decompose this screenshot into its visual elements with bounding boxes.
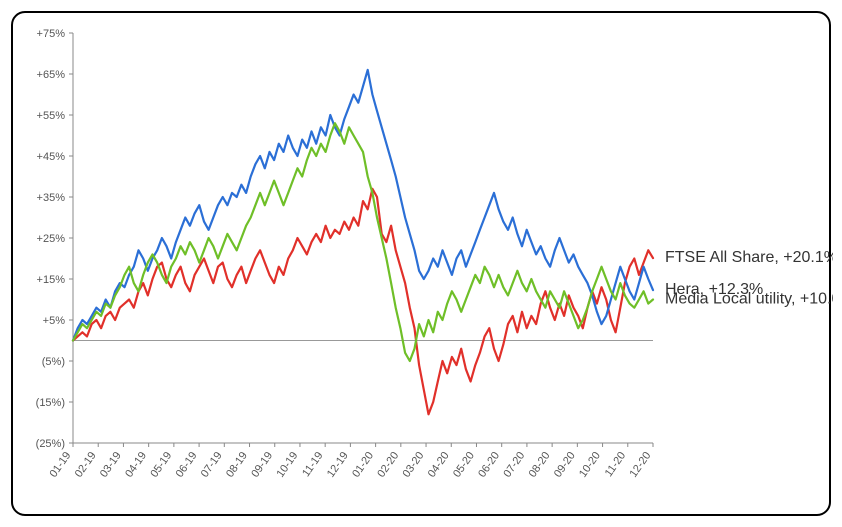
x-tick: 05-19 <box>148 443 174 480</box>
svg-text:01-19: 01-19 <box>47 450 73 480</box>
x-tick: 04-20 <box>426 443 452 480</box>
x-tick: 09-20 <box>552 443 578 480</box>
x-tick: 03-19 <box>98 443 124 480</box>
svg-text:(15%): (15%) <box>36 397 65 409</box>
svg-text:04-20: 04-20 <box>426 450 452 480</box>
y-tick: +5% <box>43 315 73 327</box>
x-tick: 08-19 <box>224 443 250 480</box>
x-tick: 07-19 <box>199 443 225 480</box>
svg-text:+25%: +25% <box>37 233 66 245</box>
svg-text:07-19: 07-19 <box>199 450 225 480</box>
svg-text:05-19: 05-19 <box>148 450 174 480</box>
svg-text:+75%: +75% <box>37 28 66 40</box>
x-tick: 01-20 <box>350 443 376 480</box>
x-tick: 07-20 <box>501 443 527 480</box>
legend-label: Media Local utility, +10.0% <box>665 291 833 308</box>
y-tick: (25%) <box>36 438 73 450</box>
svg-text:(25%): (25%) <box>36 438 65 450</box>
svg-text:03-19: 03-19 <box>98 450 124 480</box>
svg-text:09-19: 09-19 <box>249 450 275 480</box>
svg-text:08-19: 08-19 <box>224 450 250 480</box>
svg-text:+15%: +15% <box>37 274 66 286</box>
svg-text:04-19: 04-19 <box>123 450 149 480</box>
x-tick: 11-20 <box>603 443 629 479</box>
svg-text:03-20: 03-20 <box>401 450 427 480</box>
y-tick: +65% <box>37 69 73 81</box>
x-tick: 02-20 <box>375 443 401 480</box>
chart-frame: (25%) (15%) (5%) +5% +15% +25% +35% +45% +55% +65… <box>11 11 831 516</box>
y-tick: +55% <box>37 110 73 122</box>
y-tick: +75% <box>37 28 73 40</box>
svg-text:12-20: 12-20 <box>627 450 653 480</box>
svg-text:12-19: 12-19 <box>325 450 351 480</box>
svg-text:+55%: +55% <box>37 110 66 122</box>
x-tick: 08-20 <box>527 443 553 480</box>
x-tick: 11-19 <box>300 443 326 479</box>
svg-text:08-20: 08-20 <box>527 450 553 480</box>
y-tick: (5%) <box>42 356 73 368</box>
svg-text:+35%: +35% <box>37 192 66 204</box>
y-tick: +15% <box>37 274 73 286</box>
y-tick: +25% <box>37 233 73 245</box>
svg-text:05-20: 05-20 <box>451 450 477 480</box>
x-tick: 04-19 <box>123 443 149 480</box>
svg-text:+65%: +65% <box>37 69 66 81</box>
svg-text:11-20: 11-20 <box>603 450 629 479</box>
svg-text:02-19: 02-19 <box>73 450 99 480</box>
svg-text:10-19: 10-19 <box>274 450 300 480</box>
chart-svg: (25%) (15%) (5%) +5% +15% +25% +35% +45% +55% +65… <box>13 13 833 518</box>
svg-text:02-20: 02-20 <box>375 450 401 480</box>
svg-text:07-20: 07-20 <box>501 450 527 480</box>
x-tick: 12-19 <box>325 443 351 480</box>
svg-text:01-20: 01-20 <box>350 450 376 480</box>
x-tick: 05-20 <box>451 443 477 480</box>
x-tick: 06-20 <box>476 443 502 480</box>
svg-text:06-19: 06-19 <box>174 450 200 480</box>
x-tick: 10-20 <box>577 443 603 480</box>
x-tick: 06-19 <box>174 443 200 480</box>
x-tick: 10-19 <box>274 443 300 480</box>
y-tick: (15%) <box>36 397 73 409</box>
legend-label: FTSE All Share, +20.1% <box>665 249 833 266</box>
x-tick: 12-20 <box>627 443 653 480</box>
svg-text:+45%: +45% <box>37 151 66 163</box>
svg-text:09-20: 09-20 <box>552 450 578 480</box>
x-tick: 03-20 <box>401 443 427 480</box>
x-tick: 02-19 <box>73 443 99 480</box>
series-ftse-all-share <box>73 189 653 414</box>
svg-text:10-20: 10-20 <box>577 450 603 480</box>
y-tick: +45% <box>37 151 73 163</box>
svg-text:(5%): (5%) <box>42 356 65 368</box>
svg-text:+5%: +5% <box>43 315 66 327</box>
svg-text:06-20: 06-20 <box>476 450 502 480</box>
y-tick: +35% <box>37 192 73 204</box>
svg-text:11-19: 11-19 <box>300 450 326 479</box>
x-tick: 09-19 <box>249 443 275 480</box>
